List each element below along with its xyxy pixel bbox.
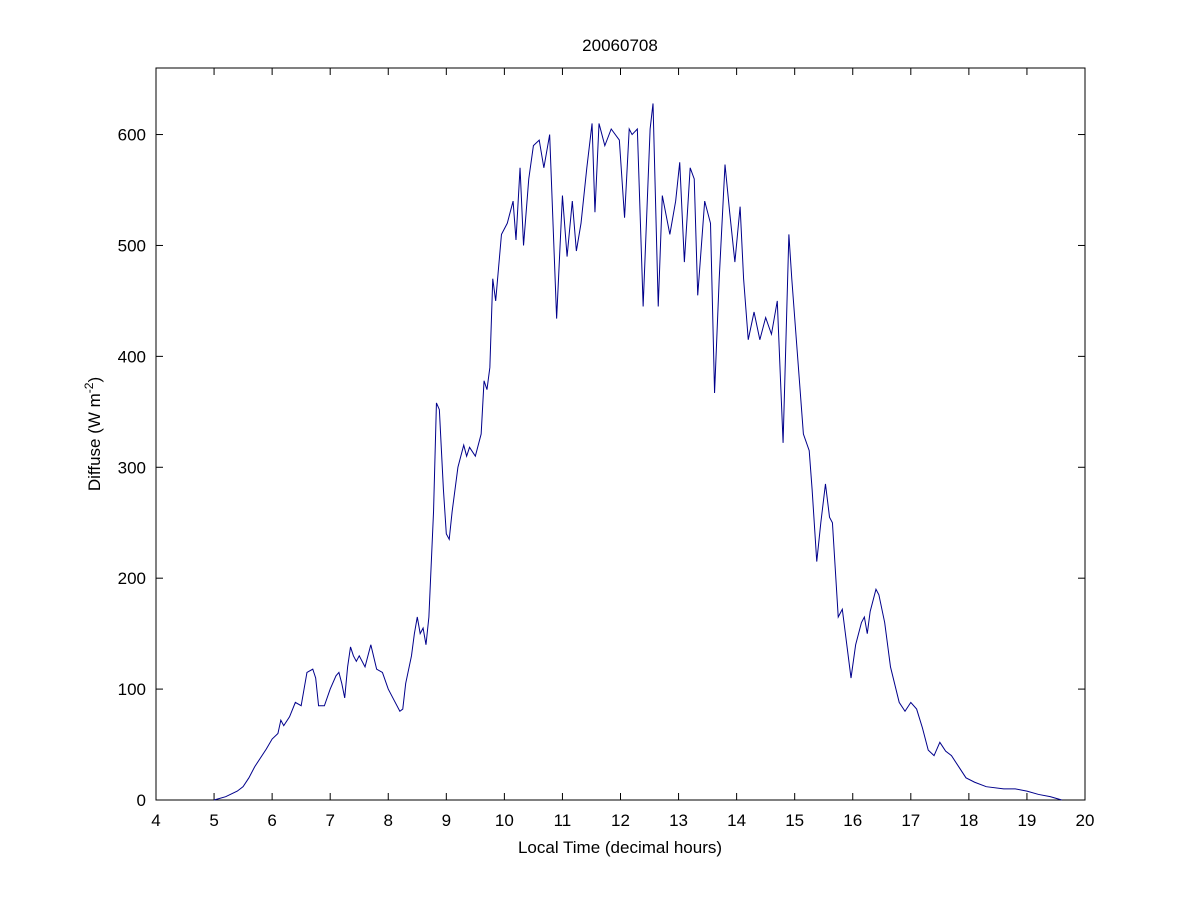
x-tick-label: 13 <box>669 811 688 830</box>
y-tick-label: 0 <box>137 791 146 810</box>
y-tick-label: 100 <box>118 680 146 699</box>
y-tick-label: 500 <box>118 236 146 255</box>
x-tick-label: 4 <box>151 811 160 830</box>
y-axis-label-end: ) <box>85 377 104 383</box>
y-axis-label: Diffuse (W m-2) <box>82 377 104 491</box>
x-tick-label: 17 <box>901 811 920 830</box>
x-tick-label: 20 <box>1076 811 1095 830</box>
y-axis-label-text: Diffuse (W m <box>85 393 104 491</box>
x-tick-label: 9 <box>442 811 451 830</box>
x-tick-label: 5 <box>209 811 218 830</box>
x-tick-label: 7 <box>325 811 334 830</box>
x-tick-label: 6 <box>267 811 276 830</box>
x-tick-label: 12 <box>611 811 630 830</box>
y-tick-label: 200 <box>118 569 146 588</box>
x-tick-label: 8 <box>384 811 393 830</box>
x-tick-label: 18 <box>959 811 978 830</box>
x-tick-label: 19 <box>1017 811 1036 830</box>
x-tick-label: 16 <box>843 811 862 830</box>
x-tick-label: 15 <box>785 811 804 830</box>
y-tick-label: 400 <box>118 347 146 366</box>
x-axis-label: Local Time (decimal hours) <box>518 838 722 857</box>
x-tick-label: 11 <box>554 811 572 830</box>
x-tick-label: 14 <box>727 811 746 830</box>
chart-title: 20060708 <box>582 36 658 55</box>
x-tick-label: 10 <box>495 811 514 830</box>
plot-area <box>155 67 1086 801</box>
y-tick-label: 600 <box>118 126 146 145</box>
y-tick-label: 300 <box>118 458 146 477</box>
data-line <box>213 103 1062 801</box>
y-axis-label-sup: -2 <box>82 382 96 393</box>
